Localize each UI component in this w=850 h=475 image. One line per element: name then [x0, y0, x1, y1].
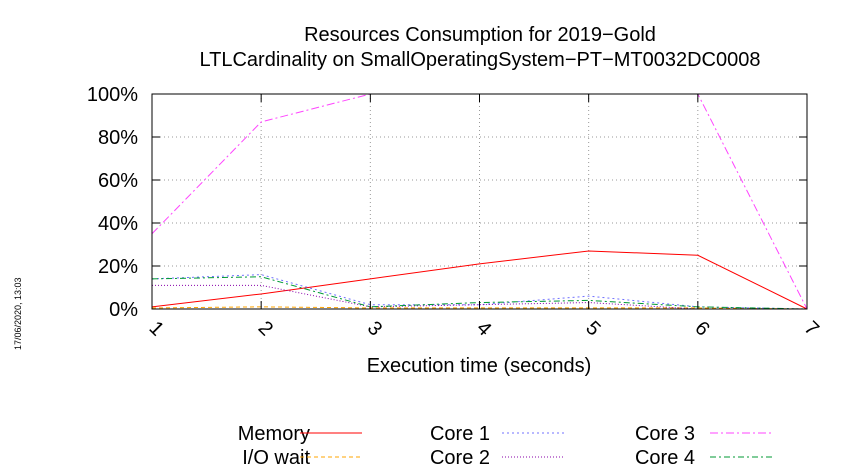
y-tick-label: 40% [98, 213, 138, 235]
chart-subtitle: LTLCardinality on SmallOperatingSystem−P… [199, 49, 760, 71]
x-tick-label: 4 [472, 317, 495, 340]
legend-label: Core 2 [430, 447, 490, 469]
legend-label: Memory [238, 423, 310, 445]
series-line-memory [151, 250, 808, 310]
x-tick-label: 3 [363, 317, 386, 340]
legend-label: Core 1 [430, 423, 490, 445]
chart-title: Resources Consumption for 2019−Gold [304, 24, 656, 46]
y-tick-label: 100% [87, 84, 138, 106]
x-axis-label: Execution time (seconds) [367, 355, 592, 377]
y-tick-label: 0% [109, 299, 138, 321]
x-tick-label: 2 [254, 317, 277, 340]
x-tick-label: 1 [145, 317, 168, 340]
y-tick-label: 20% [98, 256, 138, 278]
legend-label: I/O wait [242, 447, 310, 469]
y-tick-label: 80% [98, 127, 138, 149]
legend-label: Core 4 [635, 447, 695, 469]
x-tick-label: 5 [581, 317, 604, 340]
x-tick-label: 7 [800, 317, 823, 340]
x-tick-label: 6 [690, 317, 713, 340]
legend-label: Core 3 [635, 423, 695, 445]
timestamp: 17/06/2020, 13:03 [13, 277, 23, 350]
y-tick-label: 60% [98, 170, 138, 192]
